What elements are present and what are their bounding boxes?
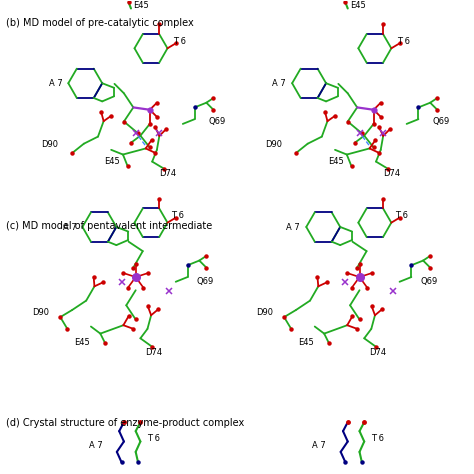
Text: Q69: Q69 bbox=[433, 117, 450, 126]
Text: Q69: Q69 bbox=[209, 117, 226, 126]
Text: E45: E45 bbox=[350, 1, 366, 10]
Text: E45: E45 bbox=[74, 338, 90, 347]
Text: A 7: A 7 bbox=[312, 441, 326, 450]
Text: (d) Crystal structure of enzyme-product complex: (d) Crystal structure of enzyme-product … bbox=[6, 419, 245, 428]
Text: D74: D74 bbox=[369, 348, 386, 357]
Text: (b) MD model of pre-catalytic complex: (b) MD model of pre-catalytic complex bbox=[6, 18, 194, 28]
Text: T 6: T 6 bbox=[173, 36, 186, 46]
Text: D90: D90 bbox=[41, 140, 58, 149]
Text: T 6: T 6 bbox=[395, 211, 408, 220]
Text: (c) MD model of pentavalent intermediate: (c) MD model of pentavalent intermediate bbox=[6, 220, 212, 230]
Text: Q69: Q69 bbox=[421, 277, 438, 286]
Text: A 7: A 7 bbox=[273, 79, 286, 88]
Text: A 7: A 7 bbox=[63, 223, 76, 232]
Text: E45: E45 bbox=[328, 157, 344, 166]
Text: D90: D90 bbox=[32, 308, 49, 317]
Text: D74: D74 bbox=[383, 169, 400, 178]
Text: E45: E45 bbox=[104, 157, 120, 166]
Text: E45: E45 bbox=[133, 1, 149, 10]
Text: T 6: T 6 bbox=[147, 434, 161, 443]
Text: D90: D90 bbox=[265, 140, 283, 149]
Text: D90: D90 bbox=[256, 308, 273, 317]
Text: A 7: A 7 bbox=[48, 79, 62, 88]
Text: T 6: T 6 bbox=[397, 36, 410, 46]
Text: T 6: T 6 bbox=[371, 434, 384, 443]
Text: A 7: A 7 bbox=[286, 223, 300, 232]
Text: D74: D74 bbox=[159, 169, 176, 178]
Text: T 6: T 6 bbox=[171, 211, 184, 220]
Text: D74: D74 bbox=[145, 348, 162, 357]
Text: A 7: A 7 bbox=[89, 441, 102, 450]
Text: Q69: Q69 bbox=[197, 277, 214, 286]
Text: E45: E45 bbox=[298, 338, 314, 347]
